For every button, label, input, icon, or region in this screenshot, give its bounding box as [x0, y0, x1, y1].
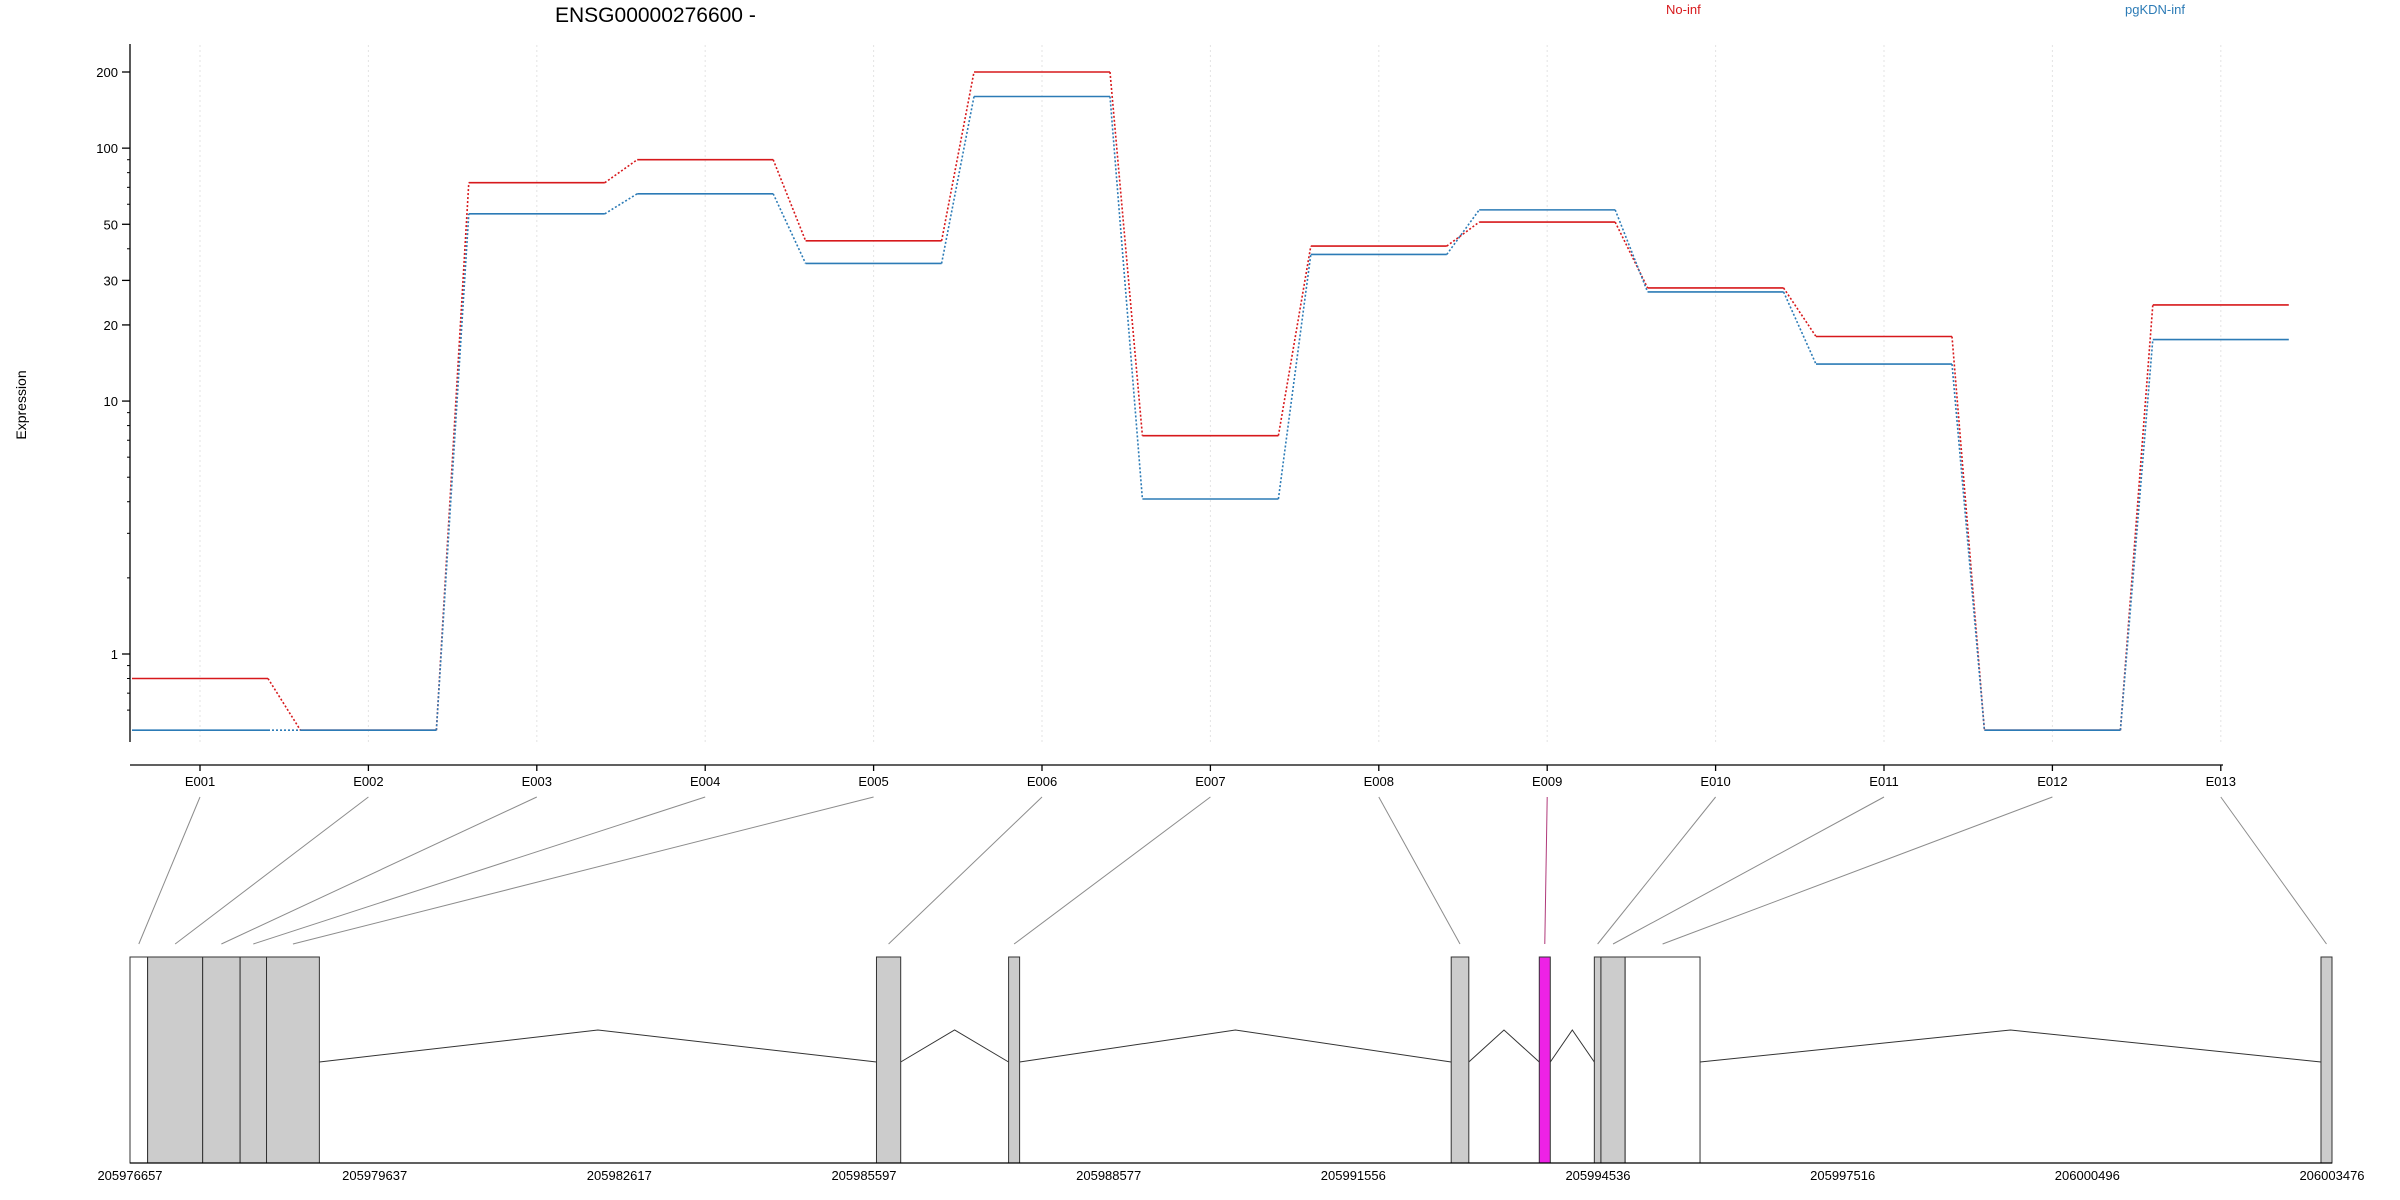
genomic-coordinate-label: 206000496 [2055, 1168, 2120, 1183]
intron-line [1468, 1029, 1540, 1063]
genomic-coordinate-label: 205982617 [587, 1168, 652, 1183]
exon-connector [1378, 796, 1461, 945]
series-transition [604, 193, 638, 215]
exon-box [129, 956, 149, 1164]
y-tick-label: 50 [104, 217, 118, 232]
exon-connector [292, 796, 874, 945]
intron-line [319, 1029, 877, 1063]
gene-model: 205976657 205979637 205982617 205985597 2059… [97, 956, 2365, 1183]
intron-line [1699, 1029, 2322, 1063]
series-transition [604, 159, 638, 184]
exon-connector [2220, 796, 2327, 945]
x-tick-label: E010 [1700, 774, 1730, 789]
series-transition [940, 96, 975, 264]
exon-box [1624, 956, 1701, 1164]
legend-label-pgkdn-inf: pgKDN-inf [2125, 2, 2185, 17]
exon-connector [1597, 796, 1716, 945]
series-transition [1614, 209, 1649, 293]
genomic-coordinate-label: 205994536 [1565, 1168, 1630, 1183]
exon-box [1600, 956, 1626, 1164]
exon-connector [253, 796, 706, 945]
exon-connector [138, 796, 201, 945]
series-lines [132, 71, 2289, 731]
x-tick-label: E006 [1027, 774, 1057, 789]
series-transition [435, 182, 470, 731]
exon-box [147, 956, 204, 1164]
y-tick-label: 30 [104, 273, 118, 288]
x-tick-label: E004 [690, 774, 720, 789]
exon-box [875, 956, 902, 1164]
exon-connector-lines [138, 796, 2327, 945]
x-tick-label: E002 [353, 774, 383, 789]
genomic-coordinate-label: 206003476 [2299, 1168, 2364, 1183]
y-tick-label: 1 [111, 647, 118, 662]
exon-box [1450, 956, 1470, 1164]
exon-connector [1662, 796, 2053, 945]
y-tick-label: 20 [104, 318, 118, 333]
exon-connector [221, 796, 538, 945]
x-tick-label: E007 [1195, 774, 1225, 789]
exon-box [266, 956, 320, 1164]
series-transition [2119, 304, 2154, 731]
exon-box [2320, 956, 2333, 1164]
series-transition [1277, 245, 1312, 436]
series-transition [940, 71, 975, 241]
y-axis-label: Expression [13, 370, 29, 439]
y-tick-label: 200 [96, 65, 118, 80]
series-transition [2119, 339, 2154, 731]
legend-label-no-inf: No-inf [1666, 2, 1701, 17]
exon-connector [1612, 796, 1885, 945]
exon-connector [174, 796, 369, 945]
series-transition [267, 678, 302, 731]
genomic-coordinate-label: 205985597 [831, 1168, 896, 1183]
series-transition [1446, 209, 1480, 255]
x-tick-label: E012 [2037, 774, 2067, 789]
exon-box [1538, 956, 1551, 1164]
x-tick-label: E011 [1869, 774, 1898, 789]
genomic-coordinate-label: 205979637 [342, 1168, 407, 1183]
grid-lines [199, 45, 2222, 742]
exon-connector [1013, 796, 1211, 945]
axes: 1 10 20 30 50 100 200 E001 E002 E003 E004 E005 E006 E… [96, 44, 2236, 789]
series-transition [1109, 96, 1144, 500]
exon-box [202, 956, 241, 1164]
series-transition [435, 213, 470, 731]
x-tick-label: E013 [2206, 774, 2236, 789]
series-transition [1277, 254, 1312, 500]
y-tick-label: 100 [96, 141, 118, 156]
series-transition [1446, 221, 1480, 247]
series-transition [1109, 71, 1144, 436]
exon-box [239, 956, 268, 1164]
x-tick-label: E008 [1364, 774, 1394, 789]
genomic-coordinate-label: 205991556 [1321, 1168, 1386, 1183]
series-transition [1951, 364, 1986, 731]
series-transition [1782, 291, 1817, 365]
series-transition [772, 193, 807, 264]
intron-line [1549, 1029, 1595, 1063]
exon-connector [1544, 796, 1548, 945]
series-transition [772, 159, 807, 242]
exon-box [1008, 956, 1021, 1164]
y-tick-label: 10 [104, 394, 118, 409]
series-transition [1782, 287, 1817, 337]
x-tick-label: E001 [185, 774, 215, 789]
intron-line [900, 1029, 1009, 1063]
x-tick-label: E005 [858, 774, 888, 789]
x-tick-label: E009 [1532, 774, 1562, 789]
x-tick-label: E003 [522, 774, 552, 789]
exon-connector [888, 796, 1043, 945]
chart-title: ENSG00000276600 - [555, 4, 756, 27]
genomic-coordinate-label: 205997516 [1810, 1168, 1875, 1183]
exon-box [1593, 956, 1602, 1164]
genomic-coordinate-label: 205988577 [1076, 1168, 1141, 1183]
intron-line [1019, 1029, 1452, 1063]
genomic-coordinate-label: 205976657 [97, 1168, 162, 1183]
